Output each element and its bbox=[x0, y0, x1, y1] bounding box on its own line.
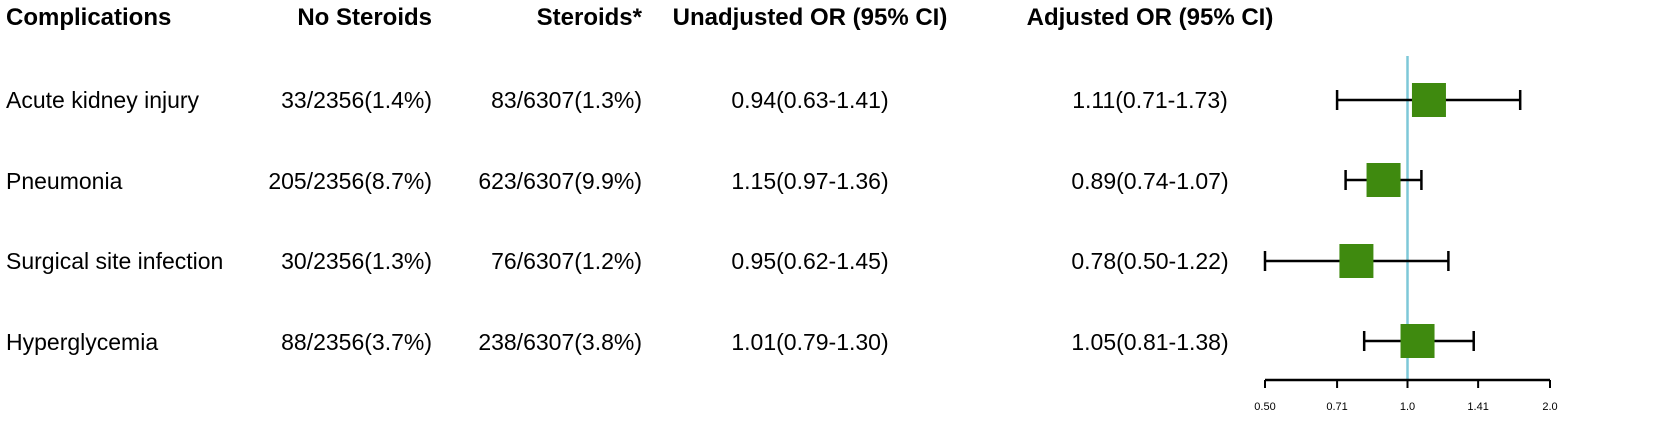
row-adjusted-or: 1.11(0.71-1.73) bbox=[1072, 87, 1228, 113]
row-adjusted-or: 0.78(0.50-1.22) bbox=[1071, 248, 1229, 274]
or-marker bbox=[1366, 163, 1401, 197]
row-steroids: 83/6307(1.3%) bbox=[491, 87, 642, 113]
x-tick-label: 1.41 bbox=[1467, 401, 1488, 413]
row-adjusted-or: 1.05(0.81-1.38) bbox=[1071, 329, 1229, 355]
row-no-steroids: 88/2356(3.7%) bbox=[281, 329, 432, 355]
header-adjusted-or: Adjusted OR (95% CI) bbox=[1026, 4, 1274, 31]
header-steroids: Steroids* bbox=[536, 4, 642, 31]
header-unadjusted-or: Unadjusted OR (95% CI) bbox=[672, 4, 948, 31]
row-unadjusted-or: 1.15(0.97-1.36) bbox=[731, 168, 889, 194]
row-no-steroids: 33/2356(1.4%) bbox=[281, 87, 432, 113]
row-steroids: 623/6307(9.9%) bbox=[478, 168, 642, 194]
x-tick-label: 0.71 bbox=[1326, 401, 1347, 413]
row-complication-name: Acute kidney injury bbox=[6, 87, 200, 113]
or-marker bbox=[1400, 324, 1435, 358]
row-steroids: 238/6307(3.8%) bbox=[478, 329, 642, 355]
x-tick-label: 2.0 bbox=[1542, 401, 1557, 413]
row-unadjusted-or: 0.95(0.62-1.45) bbox=[731, 248, 889, 274]
row-no-steroids: 205/2356(8.7%) bbox=[268, 168, 432, 194]
or-marker bbox=[1339, 244, 1374, 278]
row-complication-name: Pneumonia bbox=[6, 168, 123, 194]
row-unadjusted-or: 1.01(0.79-1.30) bbox=[731, 329, 889, 355]
row-complication-name: Surgical site infection bbox=[6, 248, 224, 274]
row-no-steroids: 30/2356(1.3%) bbox=[281, 248, 432, 274]
header-complications: Complications bbox=[6, 4, 172, 31]
or-marker bbox=[1411, 83, 1446, 117]
x-tick-label: 1.0 bbox=[1400, 401, 1415, 413]
x-tick-label: 0.50 bbox=[1254, 401, 1275, 413]
row-steroids: 76/6307(1.2%) bbox=[491, 248, 642, 274]
row-unadjusted-or: 0.94(0.63-1.41) bbox=[731, 87, 889, 113]
header-no-steroids: No Steroids bbox=[297, 4, 432, 31]
row-adjusted-or: 0.89(0.74-1.07) bbox=[1071, 168, 1229, 194]
row-complication-name: Hyperglycemia bbox=[6, 329, 159, 355]
